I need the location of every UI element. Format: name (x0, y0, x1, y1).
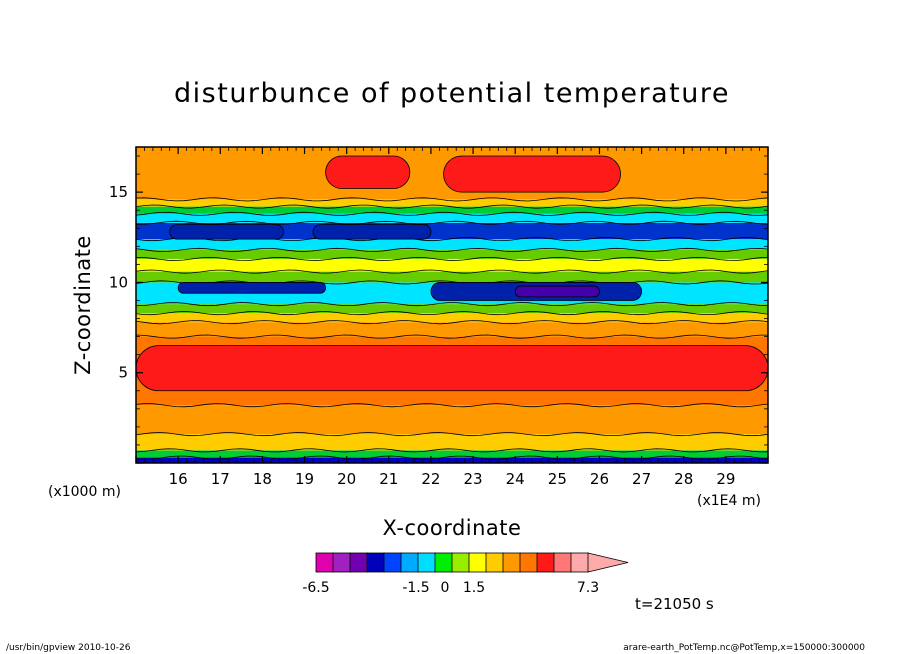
contour-line-7 (135, 311, 769, 316)
x-tick-label: 17 (211, 470, 230, 488)
contour-line-8 (135, 302, 769, 307)
colorbar-swatch (553, 552, 572, 573)
x-tick-label: 19 (295, 470, 314, 488)
contour-line-14 (135, 220, 769, 225)
colorbar-swatch (502, 552, 521, 573)
footer-left: /usr/bin/gpview 2010-10-26 (6, 643, 131, 653)
contour-band-13 (136, 222, 768, 240)
x-tick-label: 24 (506, 470, 525, 488)
colorbar-swatch (468, 552, 487, 573)
colorbar-label: -1.5 (402, 580, 429, 596)
contour-line-11 (135, 256, 769, 262)
contour-band-1 (136, 450, 768, 458)
contour-line-17 (135, 197, 769, 202)
time-label: t=21050 s (635, 595, 714, 613)
contour-band-9 (136, 271, 768, 283)
y-tick-label: 5 (118, 364, 128, 382)
contour-line-1 (135, 455, 769, 460)
contour-cell-4 (177, 282, 326, 294)
contour-line-10 (135, 269, 769, 274)
x-tick-label: 22 (421, 470, 440, 488)
plot-frame (135, 146, 769, 464)
colorbar-swatch (315, 552, 334, 573)
contour-cell-6 (514, 285, 600, 298)
colorbar-swatch (349, 552, 368, 573)
plot-area (135, 147, 769, 463)
contour-cell-3 (312, 224, 432, 240)
contour-line-2 (135, 448, 769, 453)
contour-band-5 (136, 322, 768, 337)
contour-line-6 (135, 320, 769, 325)
y-tick-label: 15 (109, 183, 128, 201)
contour-line-9 (135, 280, 769, 285)
x-tick-label: 18 (253, 470, 272, 488)
contour-line-12 (135, 247, 769, 252)
contour-band-12 (136, 239, 768, 250)
colorbar-swatch (570, 552, 589, 573)
colorbar-swatch (332, 552, 351, 573)
contour-band-10 (136, 258, 768, 272)
contour-line-15 (135, 211, 769, 216)
colorbar-swatch (366, 552, 385, 573)
colorbar-swatch (434, 552, 453, 573)
colorbar-label: 1.5 (463, 580, 485, 596)
contour-band-15 (136, 206, 768, 214)
x-unit-left: (x1000 m) (48, 484, 121, 500)
colorbar-label: 7.3 (577, 580, 599, 596)
contour-band-7 (136, 304, 768, 314)
x-tick-label: 27 (632, 470, 651, 488)
contour-line-16 (135, 204, 769, 209)
contour-cell-0 (325, 155, 411, 189)
x-tick-label: 25 (548, 470, 567, 488)
contour-line-3 (135, 432, 769, 437)
colorbar-swatch (451, 552, 470, 573)
colorbar-swatch (485, 552, 504, 573)
contour-band-14 (136, 213, 768, 223)
colorbar: -6.5 -1.5 0 1.5 7.3 (302, 552, 629, 596)
contour-line-13 (135, 237, 769, 242)
contour-cell-1 (443, 155, 621, 193)
x-unit-right: (x1E4 m) (697, 493, 761, 509)
colorbar-swatch (536, 552, 555, 573)
x-tick-label: 23 (464, 470, 483, 488)
contour-band-6 (136, 313, 768, 323)
x-tick-label: 16 (169, 470, 188, 488)
x-tick-label: 28 (674, 470, 693, 488)
y-tick-label: 10 (109, 273, 128, 291)
contour-band-3 (136, 405, 768, 435)
colorbar-label: 0 (441, 580, 450, 596)
colorbar-swatch (383, 552, 402, 573)
x-tick-label: 20 (337, 470, 356, 488)
contour-cells (135, 155, 769, 392)
footer-right: arare-earth_PotTemp.nc@PotTemp,x=150000:… (623, 643, 865, 653)
x-tick-label: 21 (379, 470, 398, 488)
y-axis-label: Z-coordinate (71, 235, 95, 375)
contour-line-5 (135, 334, 768, 339)
chart-title: disturbunce of potential temperature (174, 78, 730, 109)
x-tick-label: 29 (716, 470, 735, 488)
x-tick-label: 26 (590, 470, 609, 488)
x-axis-label: X-coordinate (383, 516, 522, 540)
y-axis-ticks: 5 10 15 (109, 155, 768, 464)
x-axis-ticks: 16 17 18 19 20 21 22 23 24 25 26 27 28 29 (135, 147, 769, 488)
contour-band-11 (136, 249, 768, 259)
contour-band-16 (136, 199, 768, 207)
contour-line-4 (135, 403, 769, 408)
colorbar-swatch (400, 552, 419, 573)
colorbar-label: -6.5 (302, 580, 329, 596)
contour-cell-7 (135, 345, 769, 392)
contour-band-2 (136, 434, 768, 451)
colorbar-arrow (587, 552, 629, 573)
colorbar-swatch (417, 552, 436, 573)
contour-cell-2 (169, 224, 284, 240)
contour-band-0 (136, 457, 768, 463)
colorbar-swatch (519, 552, 538, 573)
